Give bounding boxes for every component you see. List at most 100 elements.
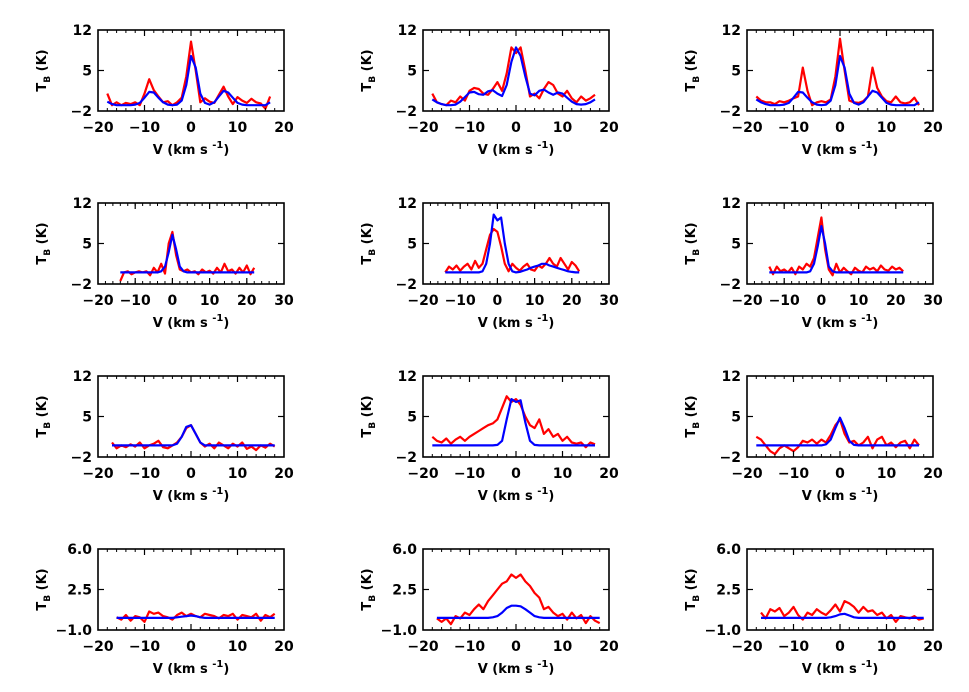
observed-series-line: [436, 573, 601, 626]
x-tick-label: 10: [877, 639, 897, 655]
model-series-line: [120, 233, 255, 274]
x-axis-label: V (km s -1): [478, 313, 555, 331]
x-tick-label: 20: [274, 639, 294, 655]
x-tick-label: 20: [599, 120, 619, 136]
y-tick-label: 2.5: [716, 583, 741, 599]
model-series-line: [112, 424, 275, 447]
y-tick-label: −2: [71, 450, 92, 466]
x-axis-label: V (km s -1): [153, 313, 230, 331]
x-tick-label: −10: [454, 120, 485, 136]
x-tick-label: −20: [407, 293, 438, 309]
y-axis-label: TB (K): [360, 568, 378, 610]
panel-11: −20 −10 0 10 20 −1.0 2.5 6.0 V (km s -1) TB (K): [360, 542, 619, 677]
observed-series-line: [768, 216, 904, 277]
axes-frame: [422, 29, 610, 112]
x-axis-label: V (km s -1): [802, 313, 879, 331]
y-tick-label: 12: [73, 23, 92, 39]
model-series-line: [436, 604, 600, 620]
x-tick-label: −20: [82, 466, 113, 482]
x-tick-label: −10: [129, 120, 160, 136]
x-tick-label: 10: [200, 293, 220, 309]
y-tick-label: 6.0: [67, 542, 92, 558]
x-tick-label: −20: [407, 120, 438, 136]
x-tick-label: −10: [454, 639, 485, 655]
x-tick-label: 0: [511, 466, 521, 482]
x-tick-label: 0: [186, 120, 196, 136]
x-tick-label: 0: [168, 293, 178, 309]
y-tick-label: 5: [82, 237, 92, 253]
y-axis-label: TB (K): [35, 395, 53, 437]
y-axis-label: TB (K): [684, 222, 702, 264]
y-tick-label: 6.0: [392, 542, 417, 558]
y-tick-label: −2: [720, 450, 741, 466]
panel-6: −20 −10 0 10 20 30 −2 5 12 V (km s -1) TB (K): [684, 196, 943, 331]
panel-9: −20 −10 0 10 20 −2 5 12 V (km s -1) TB (K): [684, 369, 943, 504]
y-tick-label: 5: [731, 237, 741, 253]
x-tick-label: −20: [82, 293, 113, 309]
x-tick-label: 0: [835, 639, 845, 655]
x-axis-label: V (km s -1): [802, 659, 879, 677]
y-tick-label: 5: [407, 410, 417, 426]
observed-series-line: [431, 46, 596, 107]
y-tick-label: 2.5: [392, 583, 417, 599]
y-tick-label: 12: [722, 369, 741, 385]
model-series-line: [431, 46, 596, 107]
x-tick-label: −20: [731, 293, 762, 309]
observed-series-line: [755, 37, 920, 107]
y-tick-label: −2: [720, 277, 741, 293]
observed-series-line: [119, 230, 256, 282]
x-tick-label: −10: [778, 120, 809, 136]
x-tick-label: 0: [835, 466, 845, 482]
x-tick-label: 10: [877, 120, 897, 136]
x-axis-label: V (km s -1): [478, 140, 555, 158]
y-tick-label: −2: [396, 104, 417, 120]
y-tick-label: −1.0: [704, 623, 741, 639]
y-tick-label: −2: [720, 104, 741, 120]
x-tick-label: 0: [186, 466, 196, 482]
model-series-line: [116, 614, 275, 620]
x-tick-label: 10: [553, 639, 573, 655]
y-tick-label: 2.5: [67, 583, 92, 599]
model-series-line: [756, 416, 919, 447]
y-axis-label: TB (K): [684, 395, 702, 437]
x-tick-label: −10: [769, 293, 800, 309]
x-tick-label: 10: [228, 120, 248, 136]
x-tick-label: 30: [599, 293, 619, 309]
x-tick-label: −10: [778, 466, 809, 482]
y-axis-label: TB (K): [35, 222, 53, 264]
x-tick-label: −20: [82, 639, 113, 655]
x-tick-label: 20: [562, 293, 582, 309]
x-tick-label: −10: [778, 639, 809, 655]
y-tick-label: 12: [398, 23, 417, 39]
x-tick-label: 0: [511, 639, 521, 655]
x-tick-label: 10: [553, 466, 573, 482]
model-series-line: [761, 612, 924, 620]
y-tick-label: 5: [82, 64, 92, 80]
x-axis-label: V (km s -1): [478, 486, 555, 504]
y-axis-label: TB (K): [360, 395, 378, 437]
x-tick-label: 10: [228, 466, 248, 482]
y-tick-label: 12: [398, 369, 417, 385]
x-tick-label: 10: [525, 293, 545, 309]
x-tick-label: −20: [82, 120, 113, 136]
x-tick-label: 20: [274, 466, 294, 482]
x-tick-label: 0: [493, 293, 503, 309]
x-tick-label: 30: [923, 293, 943, 309]
y-tick-label: 12: [398, 196, 417, 212]
x-tick-label: 0: [186, 639, 196, 655]
x-axis-label: V (km s -1): [153, 140, 230, 158]
x-tick-label: −10: [129, 639, 160, 655]
y-tick-label: −1.0: [380, 623, 417, 639]
x-tick-label: 20: [599, 466, 619, 482]
y-axis-label: TB (K): [684, 568, 702, 610]
model-series-line: [445, 213, 580, 274]
panel-12: −20 −10 0 10 20 −1.0 2.5 6.0 V (km s -1) TB (K): [684, 542, 943, 677]
model-series-line: [755, 54, 920, 107]
panel-7: −20 −10 0 10 20 −2 5 12 V (km s -1) TB (K): [35, 369, 294, 504]
x-tick-label: 20: [274, 120, 294, 136]
x-tick-label: 0: [817, 293, 827, 309]
x-tick-label: −10: [129, 466, 160, 482]
model-series-line: [106, 54, 271, 107]
model-series-line: [769, 225, 904, 274]
